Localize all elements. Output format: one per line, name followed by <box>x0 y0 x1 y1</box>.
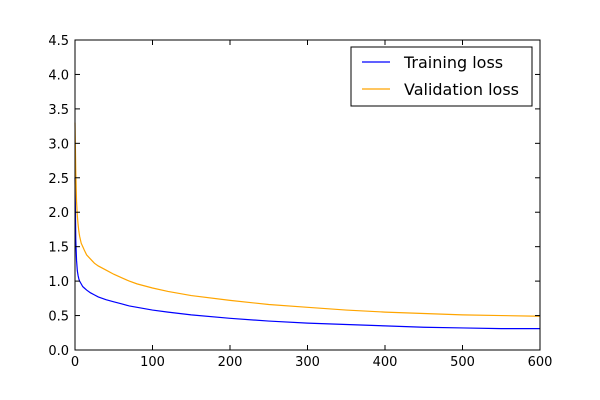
x-tick-label: 200 <box>218 355 243 370</box>
legend-box <box>350 46 533 107</box>
x-tick-label: 500 <box>450 355 475 370</box>
x-tick-label: 0 <box>71 355 79 370</box>
y-tick-label: 1.5 <box>48 241 69 256</box>
ticks-layer: 0 100 200 300 400 500 600 0.0 0.5 1.0 1.5 2.0 2.5 3.0… <box>48 34 552 370</box>
series-layer <box>74 122 541 330</box>
legend-label-training-loss: Training loss <box>403 53 503 72</box>
legend: Training loss Validation loss <box>350 46 533 107</box>
x-tick-label: 400 <box>373 355 398 370</box>
y-tick-label: 3.5 <box>48 103 69 118</box>
x-tick-label: 100 <box>140 355 165 370</box>
y-tick-label: 4.5 <box>48 34 69 49</box>
y-tick-label: 0.5 <box>48 310 69 325</box>
y-tick-label: 2.5 <box>48 172 69 187</box>
y-tick-label: 2.0 <box>48 206 69 221</box>
x-tick-label: 300 <box>295 355 320 370</box>
legend-label-validation-loss: Validation loss <box>404 80 519 99</box>
y-tick-label: 0.0 <box>48 344 69 359</box>
y-tick-label: 4.0 <box>48 68 69 83</box>
series-line-training-loss <box>74 177 540 330</box>
y-tick-label: 1.0 <box>48 275 69 290</box>
x-tick-label: 600 <box>528 355 553 370</box>
y-tick-label: 3.0 <box>48 137 69 152</box>
series-line-validation-loss <box>74 122 541 317</box>
